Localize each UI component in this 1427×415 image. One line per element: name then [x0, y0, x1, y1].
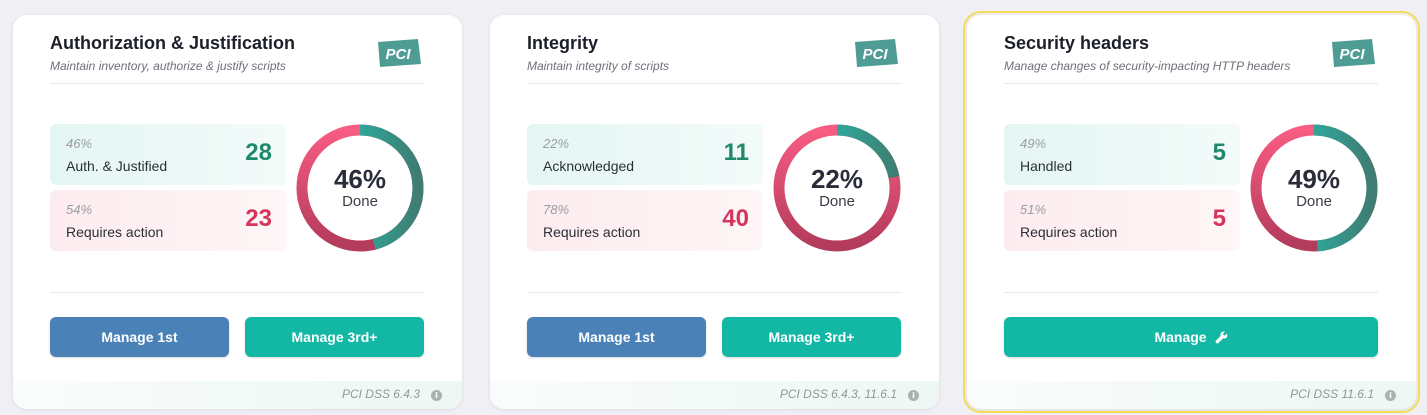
card-authorization-justification: Authorization & Justification Maintain i…	[13, 15, 462, 409]
divider	[50, 83, 424, 84]
button-label: Manage 1st	[578, 329, 655, 345]
pci-logo-icon: PCI	[1332, 39, 1375, 67]
progress-donut	[296, 124, 424, 252]
donut-done-arc	[1250, 124, 1378, 252]
wrench-icon	[1215, 331, 1227, 343]
card-security-headers: Security headers Manage changes of secur…	[963, 11, 1420, 413]
stat-requires-action: 78% Requires action 40	[527, 190, 763, 251]
stat-todo-count: 5	[1212, 205, 1226, 232]
stat-done-label: Auth. & Justified	[66, 158, 168, 174]
card-subtitle: Maintain inventory, authorize & justify …	[50, 59, 286, 73]
info-icon[interactable]: i	[908, 390, 919, 401]
card-footer: PCI DSS 6.4.3 i	[13, 381, 462, 409]
divider	[527, 83, 901, 84]
button-label: Manage 3rd+	[291, 329, 378, 345]
stat-todo-label: Requires action	[66, 224, 164, 240]
donut-caption: Done	[1296, 193, 1332, 210]
divider	[527, 292, 901, 293]
manage-button[interactable]: Manage	[1004, 317, 1378, 357]
donut-caption: Done	[819, 193, 855, 210]
divider	[50, 292, 424, 293]
pci-logo-text: PCI	[862, 46, 888, 63]
stat-done-count: 11	[723, 139, 749, 166]
donut-percent: 22%	[810, 164, 864, 194]
divider	[1004, 292, 1378, 293]
button-label: Manage 1st	[101, 329, 178, 345]
stat-todo-percent: 51%	[1020, 202, 1047, 217]
stat-done: 46% Auth. & Justified 28	[50, 124, 286, 185]
card-title: Authorization & Justification	[50, 33, 295, 53]
donut-center: 49% Done	[1250, 124, 1378, 252]
progress-donut	[773, 124, 901, 252]
donut-center: 46% Done	[296, 124, 424, 252]
stat-todo-label: Requires action	[1020, 224, 1118, 240]
pci-logo-text: PCI	[385, 46, 411, 63]
stat-done-percent: 46%	[66, 136, 93, 151]
stat-todo-count: 40	[722, 205, 749, 232]
stat-todo-percent: 78%	[543, 202, 570, 217]
stat-done-percent: 49%	[1020, 136, 1047, 151]
stat-done-label: Handled	[1020, 158, 1073, 174]
manage-1st-button[interactable]: Manage 1st	[527, 317, 706, 357]
manage-1st-button[interactable]: Manage 1st	[50, 317, 229, 357]
stat-done-percent: 22%	[543, 136, 570, 151]
donut-done-arc	[296, 124, 424, 252]
stat-done: 22% Acknowledged 11	[527, 124, 763, 185]
stat-todo-count: 23	[245, 205, 272, 232]
stat-todo-percent: 54%	[66, 202, 93, 217]
donut-caption: Done	[342, 193, 378, 210]
card-footer: PCI DSS 6.4.3, 11.6.1 i	[490, 381, 939, 409]
divider	[1004, 83, 1378, 84]
card-title: Security headers	[1004, 33, 1150, 53]
donut-center: 22% Done	[773, 124, 901, 252]
pci-dss-reference: PCI DSS 11.6.1	[1290, 387, 1374, 401]
pci-logo-text: PCI	[1339, 46, 1365, 63]
button-label: Manage 3rd+	[768, 329, 855, 345]
info-icon[interactable]: i	[431, 390, 442, 401]
pci-dss-reference: PCI DSS 6.4.3, 11.6.1	[779, 387, 897, 401]
button-label: Manage	[1154, 329, 1207, 345]
stat-done-label: Acknowledged	[543, 158, 635, 174]
stat-todo-label: Requires action	[543, 224, 641, 240]
stat-done: 49% Handled 5	[1004, 124, 1240, 185]
stat-done-count: 28	[245, 139, 272, 166]
pci-dss-reference: PCI DSS 6.4.3	[341, 387, 420, 401]
donut-percent: 49%	[1287, 164, 1341, 194]
card-subtitle: Manage changes of security-impacting HTT…	[1004, 59, 1291, 73]
donut-done-arc	[773, 124, 901, 252]
stat-requires-action: 54% Requires action 23	[50, 190, 286, 251]
pci-logo-icon: PCI	[378, 39, 421, 67]
progress-donut	[1250, 124, 1378, 252]
card-subtitle: Maintain integrity of scripts	[527, 59, 670, 73]
pci-logo-icon: PCI	[855, 39, 898, 67]
card-footer: PCI DSS 11.6.1 i	[967, 381, 1416, 409]
card-integrity: Integrity Maintain integrity of scripts …	[490, 15, 939, 409]
info-icon[interactable]: i	[1385, 390, 1396, 401]
stat-requires-action: 51% Requires action 5	[1004, 190, 1240, 251]
manage-3rd-button[interactable]: Manage 3rd+	[722, 317, 901, 357]
donut-percent: 46%	[333, 164, 387, 194]
manage-3rd-button[interactable]: Manage 3rd+	[245, 317, 424, 357]
stat-done-count: 5	[1212, 139, 1226, 166]
card-title: Integrity	[527, 33, 599, 53]
